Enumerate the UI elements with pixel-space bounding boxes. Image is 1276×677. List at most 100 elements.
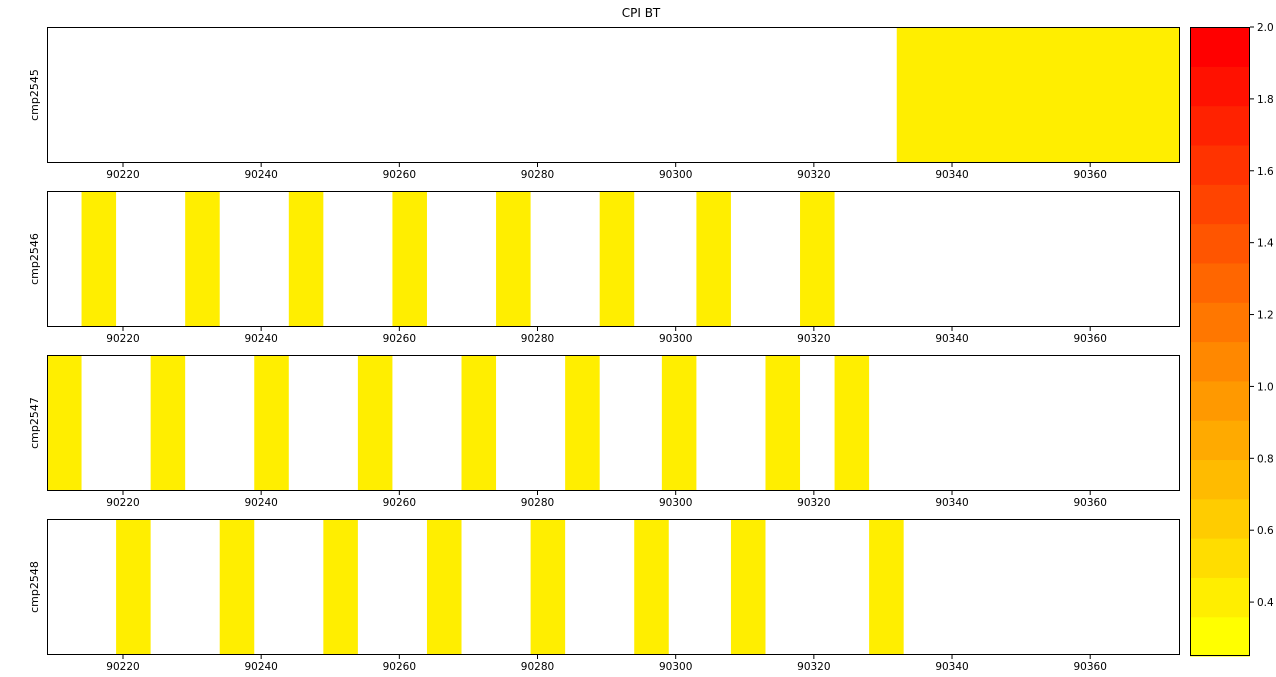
heat-cell xyxy=(696,191,731,327)
heat-cell xyxy=(323,519,358,655)
row-label: cmp2545 xyxy=(28,69,41,121)
heat-cell xyxy=(530,519,566,655)
colorbar-segment xyxy=(1190,223,1250,264)
x-tick-label: 90340 xyxy=(935,661,968,673)
heat-cell xyxy=(357,355,393,491)
colorbar-segment xyxy=(1190,341,1250,382)
panel-cmp2546: cmp2546 90220 90240 90260 90280 90300 90320 903… xyxy=(28,191,1180,345)
x-tick-label: 90260 xyxy=(383,333,416,345)
colorbar-segment xyxy=(1190,420,1250,461)
colorbar-segment xyxy=(1190,380,1250,421)
x-tick-label: 90240 xyxy=(244,661,277,673)
heat-cell xyxy=(47,355,82,491)
heat-cell xyxy=(730,519,766,655)
colorbar-tick-label: 0.6 xyxy=(1257,525,1274,537)
x-tick-label: 90260 xyxy=(383,497,416,509)
x-tick-label: 90260 xyxy=(383,661,416,673)
panel-cmp2545: cmp2545 90220 90240 90260 90280 90300 90320 903… xyxy=(28,27,1180,181)
x-tick-label: 90360 xyxy=(1073,333,1106,345)
heat-cell xyxy=(661,355,697,491)
row-label: cmp2548 xyxy=(28,561,41,613)
x-tick-label: 90320 xyxy=(797,169,830,181)
x-tick-label: 90300 xyxy=(659,661,692,673)
x-tick-label: 90360 xyxy=(1073,169,1106,181)
x-tick-label: 90320 xyxy=(797,497,830,509)
x-tick-label: 90280 xyxy=(521,497,554,509)
colorbar: 0.4 0.6 0.8 1.0 1.2 1.4 1.6 1.8 2.0 xyxy=(1190,22,1274,657)
row-label: cmp2547 xyxy=(28,397,41,449)
panel-cmp2547: cmp2547 90220 90240 90260 90280 90300 90320 903… xyxy=(28,355,1180,509)
x-tick-label: 90220 xyxy=(106,661,139,673)
x-tick-label: 90280 xyxy=(521,169,554,181)
heat-cell xyxy=(426,519,462,655)
x-tick-label: 90280 xyxy=(521,661,554,673)
heat-cell xyxy=(254,355,289,491)
colorbar-segment xyxy=(1190,498,1250,539)
heat-cell xyxy=(288,191,324,327)
panel-background xyxy=(47,519,1180,655)
colorbar-segment xyxy=(1190,144,1250,185)
x-tick-label: 90220 xyxy=(106,169,139,181)
x-tick-label: 90220 xyxy=(106,497,139,509)
heat-cell xyxy=(81,191,117,327)
x-tick-label: 90240 xyxy=(244,333,277,345)
heat-cell xyxy=(834,355,870,491)
x-tick-label: 90360 xyxy=(1073,497,1106,509)
colorbar-segment xyxy=(1190,66,1250,107)
x-tick-label: 90300 xyxy=(659,333,692,345)
colorbar-segment xyxy=(1190,616,1250,657)
x-tick-label: 90240 xyxy=(244,497,277,509)
x-tick-label: 90240 xyxy=(244,169,277,181)
colorbar-segment xyxy=(1190,577,1250,618)
colorbar-tick-label: 0.8 xyxy=(1257,453,1274,465)
heat-cell xyxy=(634,519,669,655)
row-label: cmp2546 xyxy=(28,233,41,285)
heat-cell xyxy=(800,191,835,327)
panel-frame xyxy=(47,191,1180,327)
colorbar-segment xyxy=(1190,27,1250,67)
colorbar-segment xyxy=(1190,184,1250,225)
heat-cell xyxy=(565,355,600,491)
colorbar-frame xyxy=(1190,27,1250,656)
panel-frame xyxy=(47,355,1180,491)
colorbar-tick-label: 1.4 xyxy=(1257,238,1274,250)
colorbar-segment xyxy=(1190,302,1250,343)
x-tick-label: 90340 xyxy=(935,169,968,181)
colorbar-tick-label: 1.6 xyxy=(1257,166,1274,178)
panel-background xyxy=(47,355,1180,491)
panel-frame xyxy=(47,519,1180,655)
x-tick-label: 90260 xyxy=(383,169,416,181)
x-tick-label: 90340 xyxy=(935,497,968,509)
colorbar-tick-label: 2.0 xyxy=(1257,22,1274,34)
heat-cell xyxy=(869,519,904,655)
heat-cell xyxy=(392,191,427,327)
colorbar-tick-label: 1.0 xyxy=(1257,381,1274,393)
colorbar-tick-label: 1.2 xyxy=(1257,310,1274,322)
panel-cmp2548: cmp2548 90220 90240 90260 90280 90300 90320 903… xyxy=(28,519,1180,673)
chart-title: CPI BT xyxy=(622,6,661,20)
x-tick-label: 90360 xyxy=(1073,661,1106,673)
colorbar-tick-label: 0.4 xyxy=(1257,597,1274,609)
x-tick-label: 90320 xyxy=(797,661,830,673)
x-tick-label: 90280 xyxy=(521,333,554,345)
heat-cell xyxy=(461,355,497,491)
colorbar-segment xyxy=(1190,105,1250,146)
heat-cell xyxy=(765,355,801,491)
x-tick-label: 90300 xyxy=(659,169,692,181)
colorbar-segment xyxy=(1190,538,1250,578)
x-tick-label: 90220 xyxy=(106,333,139,345)
heat-cell xyxy=(150,355,186,491)
x-tick-label: 90340 xyxy=(935,333,968,345)
heat-cell xyxy=(116,519,151,655)
colorbar-segment xyxy=(1190,459,1250,500)
heat-cell xyxy=(185,191,220,327)
heatmap-panels: cmp2545 90220 90240 90260 90280 90300 90320 903… xyxy=(28,27,1180,673)
heat-cell xyxy=(219,519,255,655)
heat-cell xyxy=(496,191,531,327)
panel-frame xyxy=(47,27,1180,163)
colorbar-segment xyxy=(1190,262,1250,303)
colorbar-tick-label: 1.8 xyxy=(1257,94,1274,106)
heat-cell xyxy=(599,191,635,327)
heat-cell xyxy=(896,27,1180,163)
